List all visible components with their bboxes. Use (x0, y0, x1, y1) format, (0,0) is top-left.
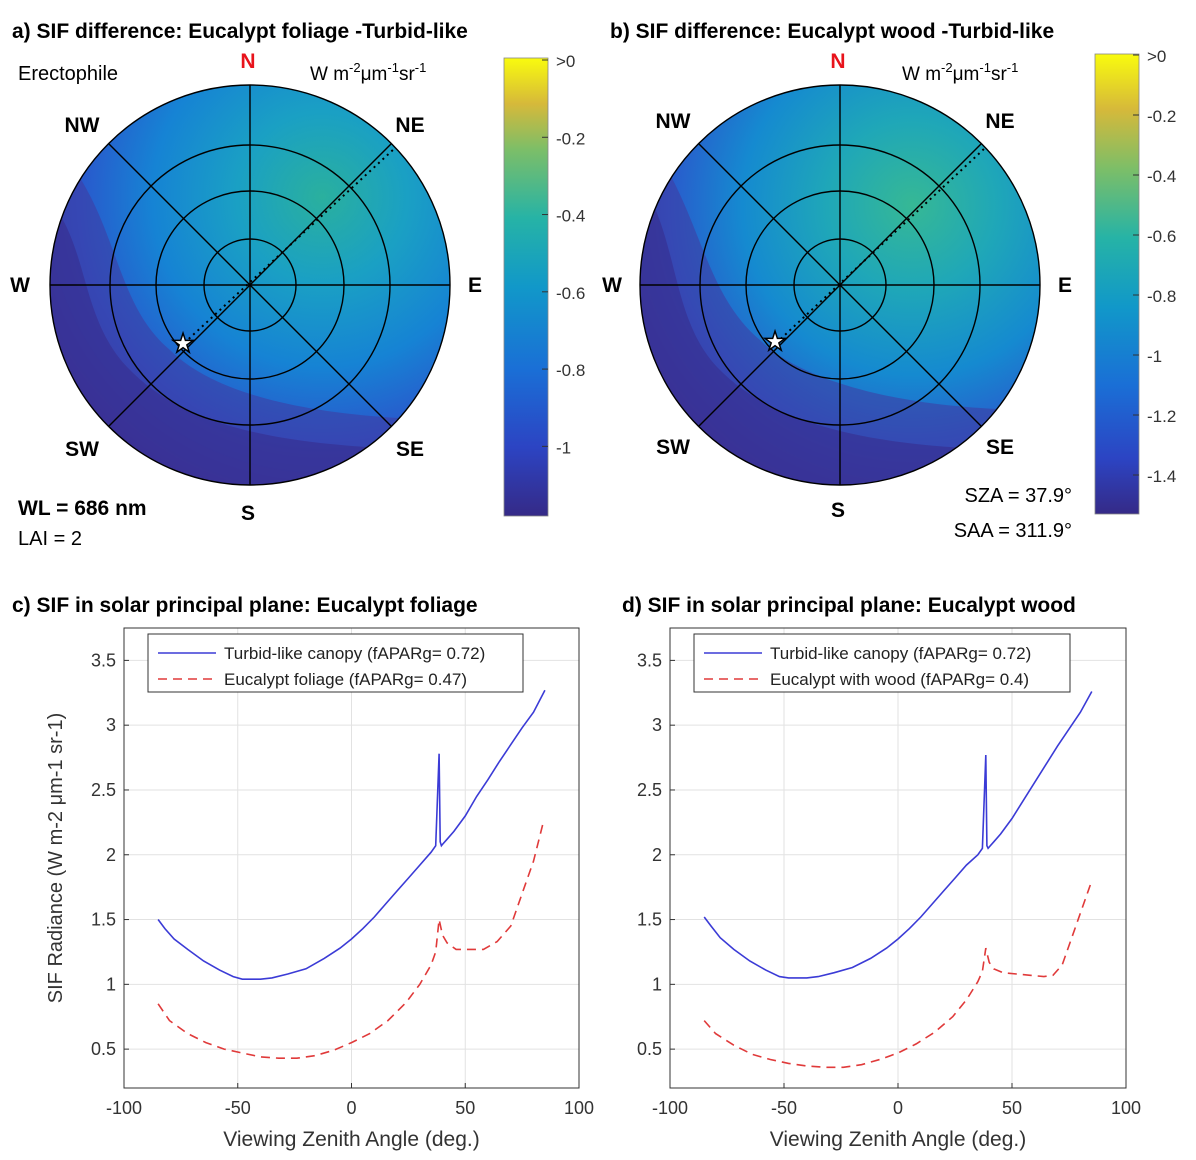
principal-plane-a (179, 147, 396, 348)
chart-c-legend (147, 633, 524, 693)
chart-d-ytick-label: 3.5 (637, 650, 662, 670)
dir-n-a: N (240, 50, 255, 73)
chart-c-ylabel: SIF Radiance (W m-2 μm-1 sr-1) (45, 713, 67, 1003)
colorbar-b-tick-label: -0.6 (1147, 227, 1176, 246)
chart-d-legend (693, 633, 1071, 693)
dir-nw-b: NW (656, 110, 691, 133)
chart-c-legend-label: Eucalypt foliage (fAPARg= 0.47) (224, 670, 467, 689)
chart-d-legend-label: Turbid-like canopy (fAPARg= 0.72) (770, 644, 1031, 663)
panel-a-title: a) SIF difference: Eucalypt foliage -Tur… (12, 20, 468, 43)
dir-se-a: SE (396, 438, 424, 461)
dir-ne-b: NE (985, 110, 1014, 133)
chart-d-ytick-label: 1.5 (637, 910, 662, 930)
colorbar-a-tick-label: >0 (556, 52, 575, 71)
chart-d-xtick-label: 50 (1002, 1098, 1022, 1118)
panel-b-units: W m-2μm-1sr-1 (902, 60, 1018, 85)
colorbar-a-tick-label: -0.6 (556, 284, 585, 303)
chart-c-ytick-label: 1.5 (91, 910, 116, 930)
chart-d-ytick-label: 0.5 (637, 1039, 662, 1059)
colorbar-a-tick-label: -0.8 (556, 361, 585, 380)
chart-c-legend-label: Turbid-like canopy (fAPARg= 0.72) (224, 644, 485, 663)
polar-plot-a: ★ (49, 84, 451, 486)
chart-d: -100 -50 0 50 100 0.5 1 1.5 2 2.5 3 3.5 Viewing Zeni… (637, 627, 1141, 1151)
polar-plot-b: ★ (639, 84, 1041, 486)
chart-d-xtick-label: 0 (893, 1098, 903, 1118)
dir-nw-a: NW (65, 114, 100, 137)
chart-d-ytick-label: 1 (652, 974, 662, 994)
principal-plane-b (771, 147, 986, 348)
colorbar-b-tick-label: -0.8 (1147, 287, 1176, 306)
saa-label: SAA = 311.9° (954, 520, 1072, 542)
colorbar-a-tick-label: -0.2 (556, 129, 585, 148)
chart-d-xtick-label: -100 (652, 1098, 688, 1118)
colorbar-b-tick-label: >0 (1147, 47, 1166, 66)
chart-d-ytick-label: 3 (652, 715, 662, 735)
chart-c-series-2-line (157, 824, 544, 1059)
chart-c-ytick-label: 3.5 (91, 650, 116, 670)
chart-c-ytick-label: 1 (106, 974, 116, 994)
chart-c-xlabel: Viewing Zenith Angle (deg.) (223, 1128, 479, 1151)
panel-c-title: c) SIF in solar principal plane: Eucalyp… (12, 594, 478, 617)
colorbar-a (503, 57, 549, 517)
chart-d-xtick-label: 100 (1111, 1098, 1141, 1118)
dir-e-a: E (468, 274, 482, 297)
dir-se-b: SE (986, 436, 1014, 459)
colorbar-b-tick-label: -1 (1147, 347, 1162, 366)
panel-a-leaf-type: Erectophile (18, 63, 118, 85)
colorbar-a-tick-label: -1 (556, 438, 571, 457)
chart-d-ytick-label: 2.5 (637, 780, 662, 800)
dir-s-a: S (241, 502, 255, 525)
colorbar-b-ticks: >0 -0.2 -0.4 -0.6 -0.8 -1 -1.2 -1.4 (1133, 47, 1176, 486)
dir-e-b: E (1058, 274, 1072, 297)
chart-c-ytick-label: 3 (106, 715, 116, 735)
panel-a-units: W m-2μm-1sr-1 (310, 60, 426, 85)
chart-c-xtick-label: 0 (346, 1098, 356, 1118)
chart-d-series-2-line (703, 880, 1093, 1069)
chart-c: -100 -50 0 50 100 0.5 1 1.5 2 2.5 3 3.5 Viewing Zeni… (45, 627, 594, 1151)
panel-b-title: b) SIF difference: Eucalypt wood -Turbid… (610, 20, 1054, 43)
chart-d-xtick-label: -50 (771, 1098, 797, 1118)
dir-w-a: W (10, 274, 30, 297)
sun-marker-a: ★ (171, 328, 194, 358)
colorbar-b-tick-label: -0.4 (1147, 167, 1176, 186)
chart-d-series-1-line (703, 691, 1093, 979)
chart-d-legend-label: Eucalypt with wood (fAPARg= 0.4) (770, 670, 1029, 689)
dir-sw-a: SW (65, 438, 99, 461)
chart-d-ytick-label: 2 (652, 845, 662, 865)
chart-c-xtick-label: 100 (564, 1098, 594, 1118)
lowest-region-b (640, 180, 1040, 485)
colorbar-b-tick-label: -1.2 (1147, 407, 1176, 426)
dir-ne-a: NE (395, 114, 424, 137)
panel-d-title: d) SIF in solar principal plane: Eucalyp… (622, 594, 1076, 617)
chart-c-xtick-label: 50 (455, 1098, 475, 1118)
chart-c-ytick-label: 0.5 (91, 1039, 116, 1059)
lai-label: LAI = 2 (18, 528, 82, 550)
colorbar-b (1094, 53, 1140, 515)
colorbar-b-tick-label: -0.2 (1147, 107, 1176, 126)
lowest-region-a (50, 200, 450, 485)
dir-n-b: N (830, 50, 845, 73)
sun-marker-b: ★ (763, 326, 786, 356)
chart-c-ytick-label: 2.5 (91, 780, 116, 800)
colorbar-b-tick-label: -1.4 (1147, 467, 1176, 486)
colorbar-a-ticks: >0 -0.2 -0.4 -0.6 -0.8 -1 (542, 52, 585, 457)
chart-c-series-1-line (157, 689, 546, 980)
colorbar-a-tick-label: -0.4 (556, 207, 585, 226)
dir-w-b: W (602, 274, 622, 297)
chart-c-ytick-label: 2 (106, 845, 116, 865)
dir-sw-b: SW (656, 436, 690, 459)
chart-d-xlabel: Viewing Zenith Angle (deg.) (770, 1128, 1026, 1151)
wavelength-label: WL = 686 nm (18, 497, 147, 520)
chart-c-xtick-label: -50 (225, 1098, 251, 1118)
chart-c-xtick-label: -100 (106, 1098, 142, 1118)
dir-s-b: S (831, 499, 845, 522)
sza-label: SZA = 37.9° (964, 485, 1072, 507)
